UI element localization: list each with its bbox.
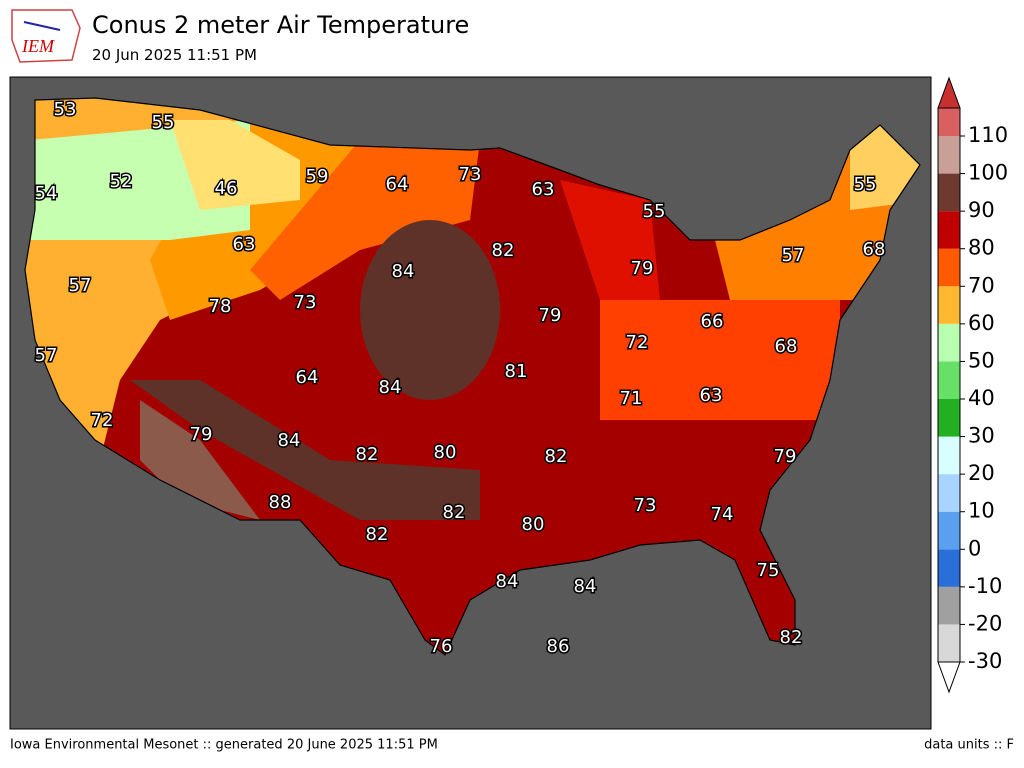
station-label: 76	[430, 636, 453, 657]
station-label: 72	[91, 410, 114, 431]
colorbar: -30 -20 -10 0 10 20 30 40 50 60 70 80 90 100 110	[937, 107, 1008, 673]
station-label: 55	[643, 201, 666, 222]
colorbar-segment	[938, 511, 960, 550]
colorbar-segment	[938, 624, 960, 662]
station-label: 57	[782, 245, 805, 266]
station-label: 79	[539, 305, 562, 326]
colorbar-segment	[938, 549, 960, 587]
colorbar-tick-label: -30	[968, 649, 1002, 673]
station-label: 82	[492, 240, 515, 261]
station-label: 68	[775, 336, 798, 357]
colorbar-tick-label: 100	[968, 161, 1008, 185]
station-label: 63	[532, 179, 555, 200]
station-label: 63	[233, 234, 256, 255]
colorbar-tick-label: 40	[968, 386, 995, 410]
colorbar-tick-label: 60	[968, 311, 995, 335]
logo-text: IEM	[21, 36, 55, 56]
colorbar-segment	[938, 286, 960, 324]
station-label: 72	[626, 332, 649, 353]
colorbar-tick-label: -10	[968, 574, 1002, 598]
station-label: 54	[35, 183, 58, 204]
station-label: 73	[459, 164, 482, 185]
station-label: 46	[215, 178, 238, 199]
footer-right: data units :: F	[924, 738, 1014, 753]
station-label: 63	[700, 385, 723, 406]
station-label: 74	[711, 504, 734, 525]
station-label: 68	[863, 239, 886, 260]
station-label: 84	[496, 571, 519, 592]
station-label: 82	[443, 502, 466, 523]
station-label: 84	[278, 430, 301, 451]
title: Conus 2 meter Air Temperature	[92, 11, 469, 39]
station-label: 55	[854, 174, 877, 195]
station-label: 86	[547, 636, 570, 657]
colorbar-border	[937, 107, 961, 663]
colorbar-segment	[938, 399, 960, 437]
station-label: 52	[110, 171, 133, 192]
colorbar-max-arrow	[937, 76, 961, 109]
station-label: 53	[54, 99, 77, 120]
station-label: 71	[620, 388, 643, 409]
station-label: 59	[306, 166, 329, 187]
colorbar-min-arrow	[937, 661, 961, 694]
station-label: 81	[505, 361, 528, 382]
station-label: 73	[634, 495, 657, 516]
colorbar-top	[938, 108, 960, 136]
colorbar-tick-label: 30	[968, 424, 995, 448]
colorbar-segment	[938, 436, 960, 475]
station-label: 80	[434, 442, 457, 463]
station-label: 75	[757, 560, 780, 581]
subtitle: 20 Jun 2025 11:51 PM	[92, 46, 257, 64]
colorbar-tick-label: 50	[968, 348, 995, 372]
colorbar-tick-label: -20	[968, 611, 1002, 635]
station-label: 57	[35, 345, 58, 366]
colorbar-tick-label: 70	[968, 273, 995, 297]
colorbar-tick-label: 90	[968, 198, 995, 222]
station-label: 79	[774, 446, 797, 467]
colorbar-segment	[938, 474, 960, 512]
station-labels: 53 55 52 46 59 64 73 63 55 55 54 63 82 84 79 57 68 57 78 73…	[33, 98, 887, 659]
colorbar-tick-label: 110	[968, 123, 1008, 147]
colorbar-segment	[938, 211, 960, 249]
station-label: 84	[379, 377, 402, 398]
colorbar-segment	[938, 173, 960, 212]
station-label: 82	[366, 524, 389, 545]
logo: IEM	[11, 9, 81, 63]
station-label: 82	[545, 446, 568, 467]
colorbar-segment	[938, 361, 960, 399]
colorbar-tick-label: 10	[968, 499, 995, 523]
station-label: 79	[631, 258, 654, 279]
footer-left: Iowa Environmental Mesonet :: generated …	[10, 738, 438, 753]
station-label: 66	[701, 311, 724, 332]
station-label: 84	[392, 261, 415, 282]
station-label: 55	[152, 112, 175, 133]
station-label: 82	[356, 444, 379, 465]
station-label: 88	[269, 492, 292, 513]
station-label: 82	[780, 627, 803, 648]
station-label: 79	[190, 424, 213, 445]
station-label: 64	[386, 174, 409, 195]
station-label: 78	[209, 296, 232, 317]
us-outline	[24, 97, 921, 656]
colorbar-tick-label: 80	[968, 236, 995, 260]
station-label: 73	[294, 292, 317, 313]
colorbar-segment	[938, 136, 960, 174]
station-label: 80	[522, 514, 545, 535]
station-label: 64	[296, 367, 319, 388]
colorbar-tick-label: 20	[968, 461, 995, 485]
station-label: 57	[69, 275, 92, 296]
station-label: 84	[574, 576, 597, 597]
colorbar-segment	[938, 586, 960, 625]
colorbar-tick-label: 0	[968, 536, 981, 560]
colorbar-segment	[938, 248, 960, 287]
colorbar-segment	[938, 323, 960, 362]
